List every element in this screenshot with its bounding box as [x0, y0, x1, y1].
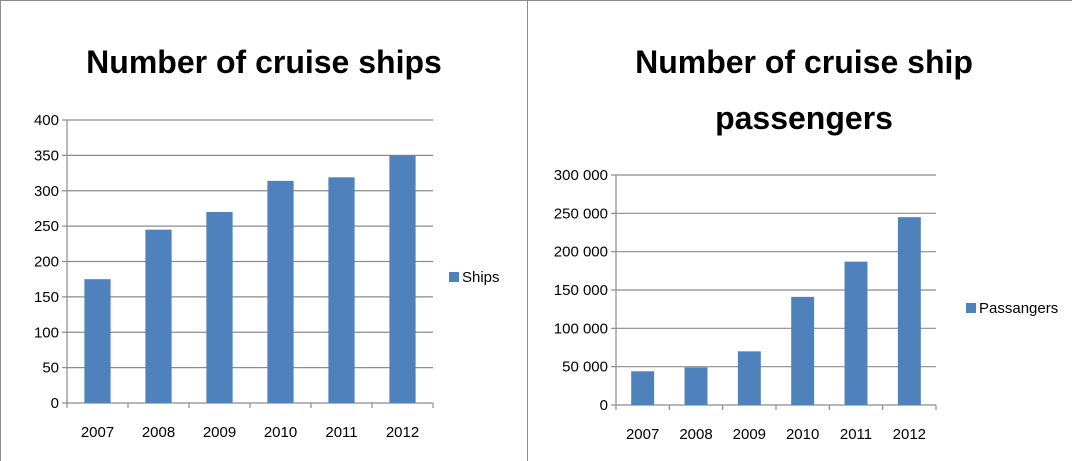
bar: [791, 296, 815, 405]
bar: [631, 371, 655, 405]
bar: [389, 155, 416, 403]
legend-label: Passangers: [979, 300, 1058, 317]
y-tick-label: 200: [34, 254, 59, 271]
passengers-chart: Number of cruise ship passengers 0 50 000…: [554, 44, 1058, 443]
y-tick-label: 300 000: [554, 167, 608, 184]
bar: [737, 351, 761, 405]
x-tick-label: 2011: [325, 424, 357, 441]
legend-swatch: [966, 303, 976, 313]
y-tick-label: 250: [34, 218, 59, 235]
plot-area: 0 50 000 100 000 150 000 200 000 250 000 300 0…: [554, 167, 937, 443]
x-tick-label: 2010: [786, 426, 819, 443]
legend: Passangers: [966, 300, 1058, 317]
ships-chart-panel: Number of cruise ships 0 50 100 150 200 250 30…: [0, 0, 527, 461]
x-tick-label: 2011: [840, 426, 872, 443]
y-tick-label: 300: [34, 183, 59, 200]
y-tick-label: 250 000: [554, 205, 608, 222]
y-tick-label: 400: [34, 112, 59, 129]
y-tick-label: 100 000: [554, 320, 608, 337]
bar: [844, 261, 868, 405]
y-tick-label: 150: [34, 289, 59, 306]
chart-title-line-2: passengers: [715, 100, 893, 136]
y-tick-label: 100: [34, 324, 59, 341]
ships-chart: Number of cruise ships 0 50 100 150 200 250 30…: [34, 44, 500, 441]
passengers-chart-panel: Number of cruise ship passengers 0 50 000…: [527, 0, 1072, 461]
bar: [684, 367, 708, 405]
y-tick-label: 350: [34, 147, 59, 164]
x-tick-label: 2008: [142, 424, 175, 441]
bar: [328, 177, 355, 403]
x-tick-label: 2007: [81, 424, 114, 441]
x-tick-label: 2009: [733, 426, 766, 443]
x-tick-label: 2012: [893, 426, 926, 443]
bar: [206, 211, 233, 403]
x-tick-label: 2012: [386, 424, 419, 441]
legend-label: Ships: [462, 269, 500, 286]
bar: [145, 229, 172, 403]
y-tick-label: 50: [42, 360, 59, 377]
x-tick-label: 2009: [203, 424, 236, 441]
x-tick-label: 2007: [626, 426, 659, 443]
bar: [897, 217, 921, 405]
bar: [267, 180, 294, 403]
y-tick-label: 0: [51, 395, 59, 412]
y-tick-label: 0: [600, 397, 608, 414]
chart-title-line-1: Number of cruise ship: [635, 44, 973, 80]
plot-area: 0 50 100 150 200 250 300 350 400 2007 2008 2009 2010…: [34, 112, 434, 441]
y-tick-label: 150 000: [554, 282, 608, 299]
x-tick-label: 2010: [264, 424, 297, 441]
legend-swatch: [449, 272, 459, 282]
x-tick-label: 2008: [679, 426, 712, 443]
y-tick-label: 200 000: [554, 244, 608, 261]
y-tick-label: 50 000: [562, 359, 608, 376]
legend: Ships: [449, 269, 500, 286]
bar: [84, 279, 111, 403]
chart-title: Number of cruise ships: [86, 44, 442, 80]
